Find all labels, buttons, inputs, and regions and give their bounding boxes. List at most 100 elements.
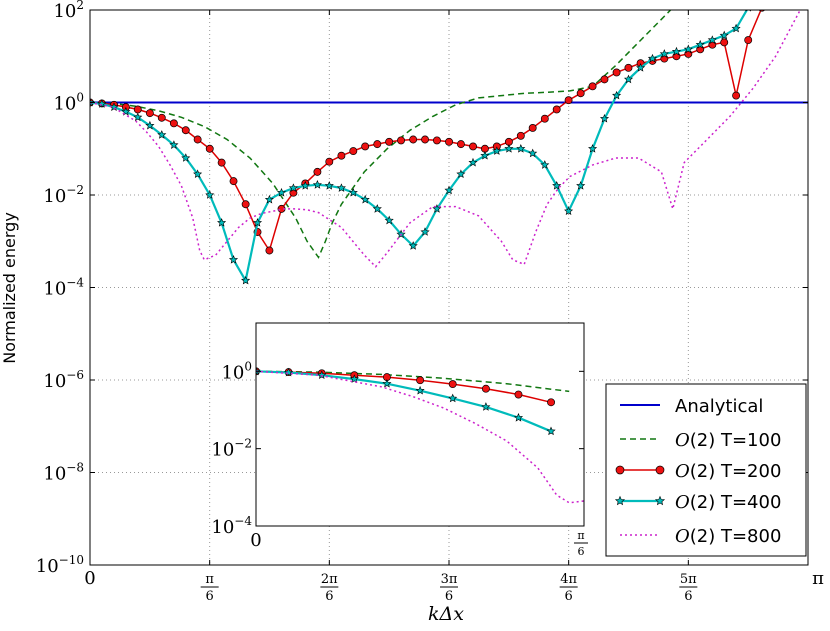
y-tick-label: 10−6 (43, 368, 84, 392)
data-point (169, 119, 178, 128)
legend-swatch-marker (615, 465, 625, 475)
data-point (145, 109, 154, 118)
data-point (416, 376, 425, 385)
data-point (228, 255, 239, 264)
x-tick-numerator: 4π (560, 572, 577, 587)
x-tick-numerator: 2π (321, 572, 338, 587)
y-tick-exponent: 2 (76, 0, 84, 12)
data-point (588, 144, 598, 153)
legend-entry: O(2) T=100 (620, 430, 781, 451)
data-point (349, 374, 359, 383)
data-point (528, 148, 538, 158)
y-tick-exponent: −6 (66, 368, 84, 382)
data-point (157, 130, 167, 139)
data-point (513, 412, 524, 422)
data-point (564, 96, 573, 105)
data-point (217, 218, 227, 227)
y-tick-exponent: −4 (66, 276, 84, 290)
series-o-2-t-400 (256, 366, 556, 436)
x-axis-label: kΔx (428, 603, 464, 625)
data-point (540, 160, 550, 169)
data-point (157, 113, 166, 122)
data-point (599, 113, 610, 123)
y-tick-base: 10 (36, 556, 59, 577)
data-point (547, 398, 555, 407)
inset-background (256, 323, 584, 526)
data-point (744, 36, 753, 45)
series-o-2-t-400 (90, 10, 752, 285)
inset-y-tick-base: 10 (221, 362, 244, 383)
data-point (421, 135, 429, 144)
series-line (90, 10, 802, 268)
legend-label: O(2) T=800 (675, 526, 781, 547)
x-tick-label: 0 (84, 568, 95, 589)
series-o-2-t-100 (256, 370, 570, 393)
y-tick-base: 10 (53, 94, 76, 115)
data-point (276, 187, 287, 197)
data-point (217, 158, 226, 167)
x-tick-label: π (812, 568, 824, 589)
series-o-2-t-800 (256, 370, 584, 504)
data-point (408, 241, 418, 250)
series-o-2-t-200 (90, 10, 766, 255)
series-line (90, 10, 672, 259)
data-point (324, 181, 334, 190)
y-tick-base: 10 (53, 1, 76, 22)
data-point (612, 90, 622, 100)
data-point (264, 194, 274, 204)
y-tick-base: 10 (43, 464, 66, 485)
y-tick-label: 10−8 (43, 461, 84, 485)
data-point (360, 194, 370, 204)
data-point (372, 204, 382, 213)
data-point (481, 384, 490, 393)
data-point (612, 68, 621, 77)
legend-label-math: O (675, 461, 690, 482)
series-line (256, 370, 570, 393)
data-point (432, 204, 442, 213)
y-tick-label: 100 (53, 91, 84, 115)
legend-label-text: (2) T=200 (690, 461, 782, 482)
data-point (448, 393, 458, 403)
data-point (671, 46, 682, 56)
data-point (336, 183, 346, 192)
data-point (133, 112, 143, 122)
y-tick-label: 10−2 (43, 183, 84, 207)
data-point (576, 89, 585, 98)
data-point (504, 144, 514, 153)
main-plot-series (90, 10, 808, 285)
data-point (445, 137, 453, 146)
data-point (480, 150, 490, 160)
series-line (256, 370, 552, 404)
data-point (382, 378, 392, 388)
data-point (552, 105, 561, 114)
legend-entry: O(2) T=400 (614, 492, 781, 513)
data-point (481, 402, 491, 411)
legend-entry: Analytical (620, 396, 763, 417)
y-tick-exponent: −2 (66, 183, 84, 197)
data-point (456, 140, 465, 149)
data-point (241, 275, 251, 285)
inset-plot-series (256, 366, 584, 504)
data-point (623, 74, 634, 84)
y-tick-label: 10−10 (36, 553, 84, 577)
data-point (732, 91, 741, 100)
inset-x-tick-label: 0 (250, 530, 261, 551)
data-point (109, 102, 119, 112)
y-axis-label: Normalized energy (0, 212, 19, 364)
x-tick-denominator: 6 (565, 589, 573, 604)
x-tick-denominator: 6 (325, 589, 333, 604)
legend-label-text: (2) T=100 (690, 430, 782, 451)
data-point (384, 215, 394, 225)
data-point (516, 144, 526, 153)
data-point (409, 135, 418, 144)
data-point (576, 181, 586, 190)
data-point (659, 49, 669, 58)
data-point (325, 157, 334, 166)
data-point (181, 126, 190, 135)
data-point (265, 246, 274, 255)
data-point (514, 390, 523, 399)
data-point (313, 167, 322, 176)
